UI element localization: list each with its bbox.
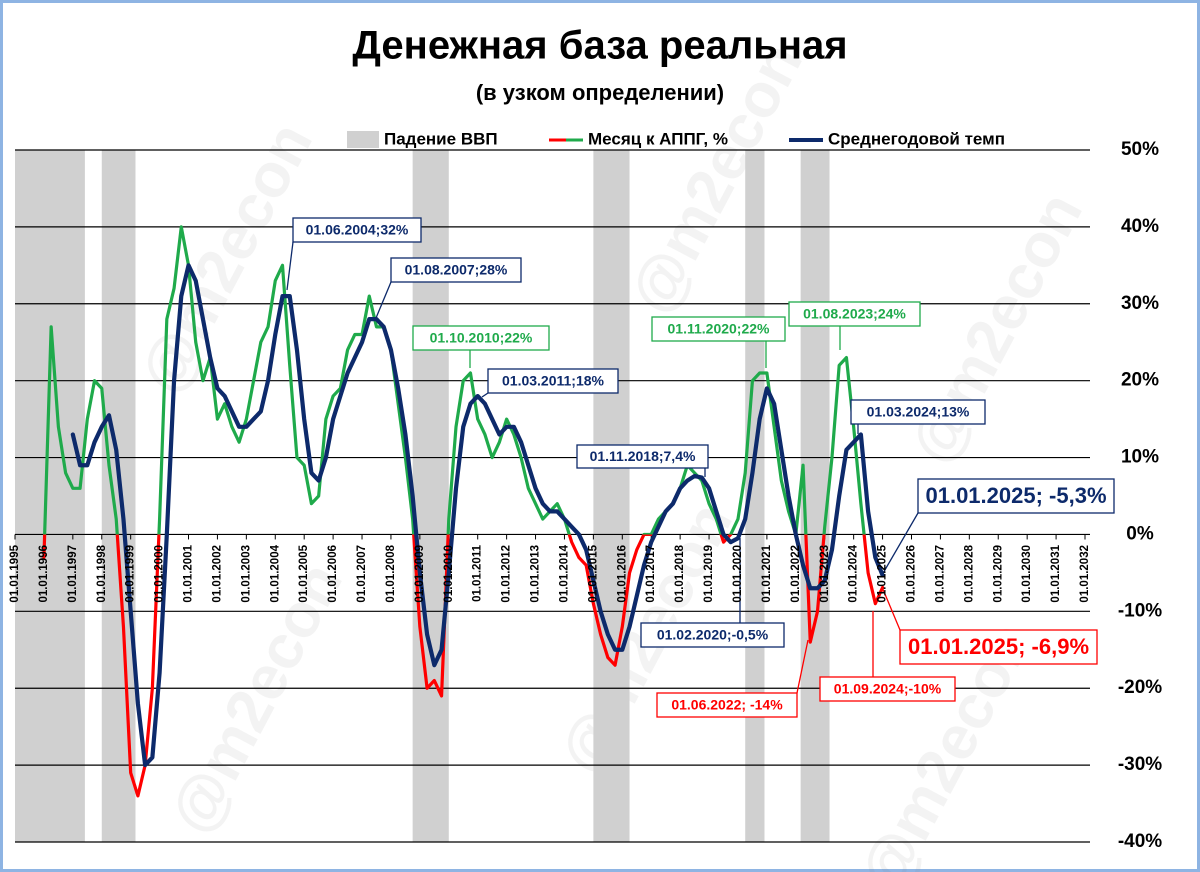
x-tick-label: 01.01.2022 — [790, 545, 802, 603]
x-tick-label: 01.01.2013 — [530, 545, 542, 603]
annotation-label: 01.01.2025; -5,3% — [925, 483, 1106, 508]
annotation-box — [487, 368, 619, 394]
annotation-label: 01.03.2011;18% — [502, 373, 605, 389]
legend-label: Месяц к АППГ, % — [588, 129, 728, 148]
x-tick-label: 01.01.2027 — [934, 545, 946, 603]
x-tick-label: 01.01.2016 — [616, 545, 628, 603]
annotation-box — [917, 478, 1115, 514]
x-tick-label: 01.01.2026 — [906, 545, 918, 603]
y-tick-label: -20% — [1118, 677, 1162, 698]
chart-title: Денежная база реальная — [352, 24, 847, 68]
annotation-box — [576, 444, 709, 469]
x-tick-label: 01.01.2015 — [587, 544, 599, 602]
recession-band — [412, 150, 449, 842]
y-tick-label: 20% — [1121, 370, 1159, 391]
y-tick-label: 30% — [1121, 293, 1159, 314]
annotation-label: 01.02.2020;-0,5% — [657, 627, 769, 643]
annotation-label: 01.08.2007;28% — [405, 262, 508, 278]
plot-area: 01.06.2004;32% 01.08.2007;28% 01.10.2010;2… — [14, 149, 1115, 843]
x-tick-label: 01.01.2025 — [877, 544, 889, 602]
x-tick-label: 01.01.2030 — [1021, 545, 1033, 603]
x-tick-label: 01.01.2002 — [211, 545, 223, 603]
x-tick-label: 01.01.2004 — [269, 544, 281, 602]
annotation-label: 01.06.2004;32% — [306, 222, 409, 238]
x-tick-label: 01.01.2019 — [703, 545, 715, 603]
annotation-label: 01.08.2023;24% — [803, 306, 906, 322]
annotation-label: 01.11.2020;22% — [668, 321, 771, 337]
x-tick-label: 01.01.2018 — [674, 544, 686, 602]
x-tick-label: 01.01.2005 — [298, 544, 310, 602]
annotation-label: 01.03.2024;13% — [867, 404, 970, 420]
x-tick-label: 01.01.2020 — [732, 545, 744, 603]
legend-swatch — [347, 131, 379, 148]
x-tick-label: 01.01.2017 — [645, 545, 657, 603]
x-tick-label: 01.01.2010 — [443, 545, 455, 603]
annotation-box — [819, 676, 956, 702]
y-tick-label: -30% — [1118, 754, 1162, 775]
y-tick-label: 40% — [1121, 216, 1159, 237]
annotation-box — [899, 629, 1098, 665]
x-tick-label: 01.01.2000 — [154, 545, 166, 603]
annotation-box — [292, 217, 422, 243]
x-tick-label: 01.01.2011 — [472, 544, 484, 602]
legend-label: Среднегодовой темп — [828, 129, 1005, 148]
x-tick-label: 01.01.2024 — [848, 544, 860, 602]
annotation-label: 01.11.2018;7,4% — [590, 448, 696, 464]
series-line — [70, 263, 885, 768]
annotation-box — [390, 257, 522, 283]
annotation-arrow — [881, 512, 919, 576]
x-tick-label: 01.01.1998 — [96, 544, 108, 602]
x-tick-label: 01.01.2023 — [819, 545, 831, 603]
x-tick-label: 01.01.2012 — [501, 545, 513, 603]
y-tick-label: 10% — [1121, 447, 1159, 468]
x-tick-label: 01.01.2003 — [240, 545, 252, 603]
annotation-arrow — [881, 586, 901, 631]
x-tick-label: 01.01.2008 — [385, 544, 397, 602]
y-tick-label: -40% — [1118, 831, 1162, 852]
x-tick-label: 01.01.2001 — [183, 544, 195, 602]
annotation-label: 01.09.2024;-10% — [834, 681, 942, 697]
annotation-box — [788, 301, 921, 327]
y-tick-label: 0% — [1126, 523, 1154, 544]
x-tick-label: 01.01.1997 — [67, 545, 79, 603]
x-tick-label: 01.01.2029 — [992, 545, 1004, 603]
x-tick-label: 01.01.2006 — [327, 545, 339, 603]
x-tick-label: 01.01.2007 — [356, 545, 368, 603]
y-tick-label: 50% — [1121, 139, 1159, 160]
x-tick-label: 01.01.1995 — [9, 544, 21, 602]
legend-label: Падение ВВП — [384, 129, 498, 148]
x-tick-label: 01.01.1999 — [125, 545, 137, 603]
y-tick-label: -10% — [1118, 600, 1162, 621]
annotation-arrow — [796, 639, 809, 694]
annotation-box — [656, 692, 798, 718]
recession-band — [15, 150, 85, 842]
x-tick-label: 01.01.2021 — [761, 544, 773, 602]
x-tick-label: 01.01.2032 — [1079, 545, 1091, 603]
annotation-box — [850, 399, 986, 425]
annotation-box — [412, 325, 550, 351]
x-tick-label: 01.01.2014 — [558, 544, 570, 602]
annotation-label: 01.01.2025; -6,9% — [908, 634, 1089, 659]
chart-subtitle: (в узком определении) — [476, 80, 724, 105]
x-tick-label: 01.01.2009 — [414, 545, 426, 603]
series-line-positive — [43, 225, 866, 535]
annotation-box — [640, 622, 785, 648]
annotation-arrow — [286, 241, 294, 291]
annotation-label: 01.06.2022; -14% — [671, 697, 783, 713]
annotation-arrow — [481, 392, 489, 398]
annotation-box — [651, 316, 786, 342]
annotation-label: 01.10.2010;22% — [430, 330, 533, 346]
recession-band — [593, 150, 630, 842]
annotation-arrow — [375, 281, 392, 319]
x-tick-label: 01.01.1996 — [38, 545, 50, 603]
x-tick-label: 01.01.2028 — [963, 544, 975, 602]
x-tick-label: 01.01.2031 — [1050, 544, 1062, 602]
